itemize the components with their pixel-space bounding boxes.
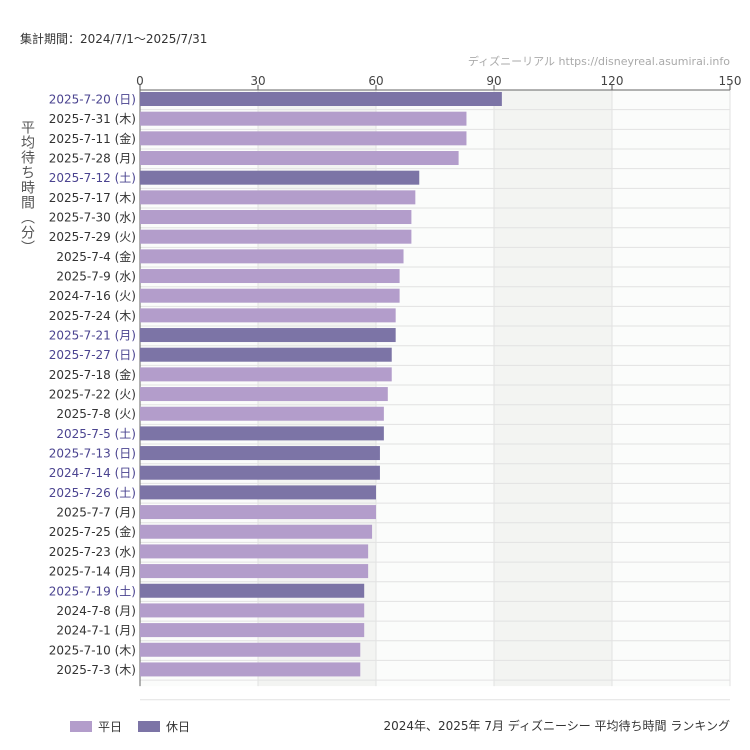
bar bbox=[140, 623, 365, 638]
y-category-label: 2025-7-20 (日) bbox=[49, 93, 136, 107]
bar bbox=[140, 288, 400, 303]
bar bbox=[140, 583, 365, 598]
bar bbox=[140, 170, 420, 185]
bar bbox=[140, 92, 502, 106]
y-category-label: 2025-7-5 (土) bbox=[56, 427, 136, 441]
y-category-label: 2025-7-22 (火) bbox=[49, 388, 136, 402]
y-category-label: 2025-7-12 (土) bbox=[49, 171, 136, 185]
x-tick-label: 150 bbox=[719, 74, 742, 88]
bar bbox=[140, 229, 412, 244]
y-category-label: 2025-7-19 (土) bbox=[49, 584, 136, 598]
y-category-label: 2025-7-8 (火) bbox=[56, 407, 136, 421]
y-category-label: 2025-7-7 (月) bbox=[56, 506, 136, 520]
bar bbox=[140, 151, 459, 166]
bar bbox=[140, 406, 384, 421]
y-category-label: 2025-7-3 (木) bbox=[56, 663, 136, 677]
bar bbox=[140, 111, 467, 126]
bar bbox=[140, 249, 404, 264]
bar bbox=[140, 544, 369, 559]
x-tick-label: 30 bbox=[250, 74, 265, 88]
y-category-label: 2025-7-24 (木) bbox=[49, 309, 136, 323]
bar bbox=[140, 505, 376, 520]
y-category-label: 2025-7-30 (水) bbox=[49, 211, 136, 225]
y-category-label: 2025-7-23 (水) bbox=[49, 545, 136, 559]
bar bbox=[140, 387, 388, 402]
y-category-label: 2025-7-31 (木) bbox=[49, 112, 136, 126]
legend-weekday[interactable]: 平日 bbox=[70, 718, 122, 735]
bar bbox=[140, 269, 400, 284]
y-category-label: 2025-7-14 (月) bbox=[49, 565, 136, 579]
bar bbox=[140, 642, 361, 657]
bar bbox=[140, 603, 365, 618]
y-category-label: 2024-7-16 (火) bbox=[49, 289, 136, 303]
bar bbox=[140, 524, 373, 539]
x-tick-label: 60 bbox=[368, 74, 383, 88]
chart-caption: 2024年、2025年 7月 ディズニーシー 平均待ち時間 ランキング bbox=[383, 719, 730, 733]
y-category-label: 2025-7-11 (金) bbox=[49, 131, 136, 146]
legend-swatch-weekday bbox=[70, 721, 92, 732]
y-category-label: 2025-7-28 (月) bbox=[49, 152, 136, 166]
y-category-label: 2025-7-18 (金) bbox=[49, 367, 136, 382]
x-tick-label: 90 bbox=[486, 74, 501, 88]
legend-swatch-holiday bbox=[138, 721, 161, 732]
y-category-label: 2024-7-8 (月) bbox=[56, 604, 136, 618]
y-category-label: 2025-7-4 (金) bbox=[56, 249, 136, 264]
site-credit: ディズニーリアル https://disneyreal.asumirai.inf… bbox=[467, 55, 730, 68]
y-category-label: 2025-7-17 (木) bbox=[49, 191, 136, 205]
background-band bbox=[376, 90, 494, 687]
bar bbox=[140, 367, 392, 382]
y-category-label: 2025-7-27 (日) bbox=[49, 348, 136, 362]
x-tick-label: 0 bbox=[136, 74, 144, 88]
bar bbox=[140, 190, 416, 205]
legend-label: 休日 bbox=[166, 720, 191, 734]
y-category-label: 2025-7-21 (月) bbox=[49, 329, 136, 343]
legend: 平日 休日 bbox=[70, 718, 190, 735]
y-category-label: 2025-7-26 (土) bbox=[49, 486, 136, 500]
y-category-label: 2025-7-13 (日) bbox=[49, 447, 136, 461]
bar bbox=[140, 131, 467, 146]
bar bbox=[140, 662, 361, 677]
bar bbox=[140, 446, 380, 461]
legend-label: 平日 bbox=[98, 720, 123, 734]
y-category-label: 2025-7-29 (火) bbox=[49, 230, 136, 244]
x-tick-label: 120 bbox=[601, 74, 624, 88]
y-category-label: 2025-7-9 (水) bbox=[56, 270, 136, 284]
y-category-label: 2024-7-14 (日) bbox=[49, 466, 136, 480]
legend-holiday[interactable]: 休日 bbox=[138, 718, 190, 735]
period-label: 集計期間：2024/7/1～2025/7/31 bbox=[20, 32, 208, 46]
bar bbox=[140, 465, 380, 480]
bar bbox=[140, 210, 412, 225]
bar bbox=[140, 564, 369, 579]
bar bbox=[140, 347, 392, 362]
bar bbox=[140, 328, 396, 343]
bar bbox=[140, 485, 376, 500]
y-category-label: 2024-7-1 (月) bbox=[56, 624, 136, 638]
y-category-label: 2025-7-10 (木) bbox=[49, 643, 136, 657]
background-band bbox=[494, 90, 612, 687]
bar bbox=[140, 426, 384, 441]
y-axis-label: 平均待ち時間（分） bbox=[19, 120, 35, 255]
y-category-label: 2025-7-25 (金) bbox=[49, 524, 136, 539]
bar bbox=[140, 308, 396, 323]
background-band bbox=[612, 90, 730, 687]
